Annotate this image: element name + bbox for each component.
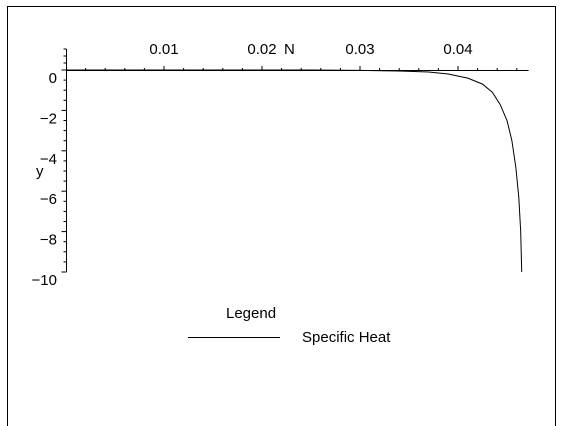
x-tick-label: 0.01 (149, 41, 178, 58)
series-line-specific-heat (66, 69, 523, 273)
x-axis-label: N (284, 41, 295, 58)
y-tick-label: −2 (40, 110, 57, 127)
y-tick-label: −10 (32, 272, 57, 289)
x-tick-label: 0.04 (443, 41, 472, 58)
legend-title: Legend (226, 305, 276, 322)
series-group (66, 69, 523, 273)
y-tick-label: 0 (49, 70, 57, 87)
y-axis-label: y (36, 163, 44, 180)
legend-entry-specific-heat: Specific Heat (302, 329, 391, 346)
y-tick-label: −4 (40, 151, 57, 168)
x-tick-label: 0.02 (247, 41, 276, 58)
legend: Legend Specific Heat (188, 305, 391, 346)
y-tick-label: −8 (40, 232, 57, 249)
y-tick-label: −6 (40, 191, 57, 208)
plot-area: 0.01 0.02 0.03 0.04 0 −2 −4 −6 −8 −10 N y (32, 41, 529, 289)
x-tick-labels: 0.01 0.02 0.03 0.04 (149, 41, 472, 58)
y-tick-labels: 0 −2 −4 −6 −8 −10 (32, 70, 57, 289)
y-minor-ticks (61, 48, 67, 273)
x-tick-label: 0.03 (345, 41, 374, 58)
